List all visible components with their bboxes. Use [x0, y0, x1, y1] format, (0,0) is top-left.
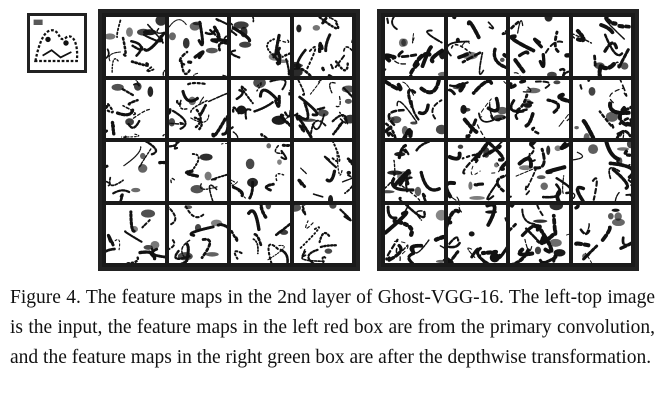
feature-map-cell — [447, 142, 506, 201]
feature-map-cell — [106, 142, 165, 201]
feature-map-cell — [447, 17, 506, 76]
feature-map-cell — [106, 17, 165, 76]
feature-map-cell — [510, 79, 569, 138]
feature-map-cell — [293, 142, 352, 201]
feature-map-cell — [385, 79, 444, 138]
feature-map-cell — [231, 17, 290, 76]
figure-caption: Figure 4. The feature maps in the 2nd la… — [10, 287, 655, 368]
input-image-graphic — [30, 16, 84, 70]
feature-map-cell — [572, 204, 631, 263]
feature-map-cell — [168, 79, 227, 138]
feature-map-cell — [231, 142, 290, 201]
feature-map-cell — [447, 79, 506, 138]
feature-map-cell — [106, 204, 165, 263]
feature-map-cell — [510, 17, 569, 76]
feature-map-cell — [293, 79, 352, 138]
feature-map-cell — [510, 142, 569, 201]
feature-map-cell — [231, 79, 290, 138]
feature-map-cell — [385, 142, 444, 201]
feature-map-cell — [168, 204, 227, 263]
feature-map-cell — [293, 17, 352, 76]
feature-map-cell — [293, 204, 352, 263]
feature-map-cell — [168, 17, 227, 76]
feature-map-cell — [231, 204, 290, 263]
input-image — [27, 13, 87, 73]
feature-map-cell — [168, 142, 227, 201]
depthwise-transformation-feature-maps — [377, 9, 639, 271]
feature-map-cell — [510, 204, 569, 263]
feature-map-cell — [572, 79, 631, 138]
feature-map-cell — [447, 204, 506, 263]
primary-convolution-feature-maps — [98, 9, 360, 271]
feature-map-cell — [572, 17, 631, 76]
feature-map-cell — [572, 142, 631, 201]
feature-map-cell — [106, 79, 165, 138]
feature-map-cell — [385, 17, 444, 76]
feature-map-cell — [385, 204, 444, 263]
